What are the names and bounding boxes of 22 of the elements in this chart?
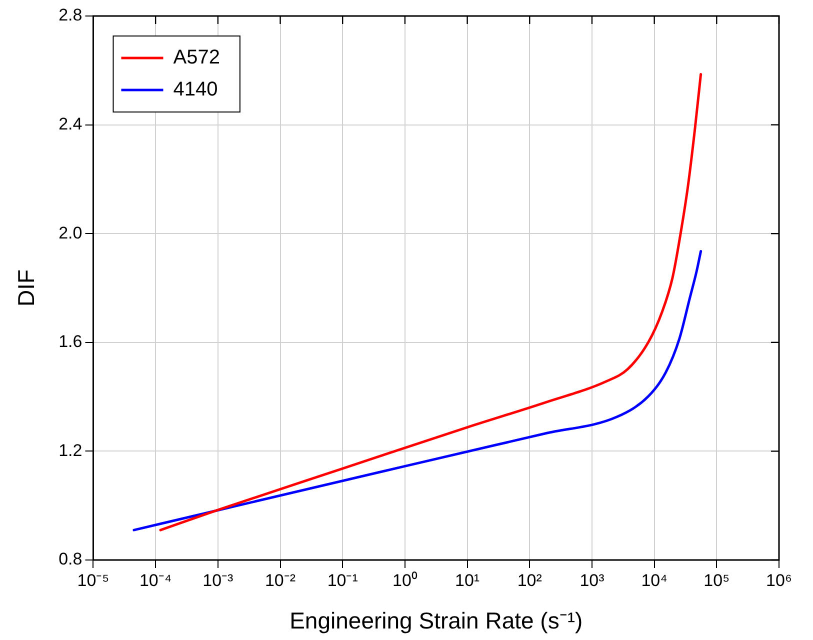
y-tick-label: 0.8	[58, 550, 82, 569]
x-tick-label: 10⁰	[392, 570, 418, 590]
y-axis-title: DIF	[13, 269, 40, 307]
x-tick-label: 10³	[580, 570, 605, 590]
x-tick-label: 10⁶	[766, 570, 792, 590]
x-tick-label: 10⁻²	[264, 570, 296, 590]
y-tick-label: 1.2	[58, 440, 82, 460]
x-axis-title: Engineering Strain Rate (s⁻¹)	[290, 608, 583, 634]
y-tick-label: 1.6	[58, 332, 82, 352]
legend-label: 4140	[173, 78, 218, 101]
x-tick-label: 10⁻⁴	[139, 570, 172, 590]
legend-label: A572	[173, 46, 220, 69]
y-tick-label: 2.8	[58, 6, 82, 25]
y-tick-label: 2.0	[58, 223, 82, 242]
x-tick-label: 10²	[517, 570, 542, 590]
x-tick-label: 10⁻⁵	[77, 570, 110, 590]
x-tick-label: 10⁻³	[202, 570, 234, 590]
x-tick-label: 10¹	[455, 570, 480, 590]
y-tick-label: 2.4	[58, 114, 82, 134]
x-tick-label: 10⁴	[641, 570, 668, 590]
x-tick-label: 10⁻¹	[327, 570, 358, 590]
x-tick-label: 10⁵	[704, 570, 730, 590]
